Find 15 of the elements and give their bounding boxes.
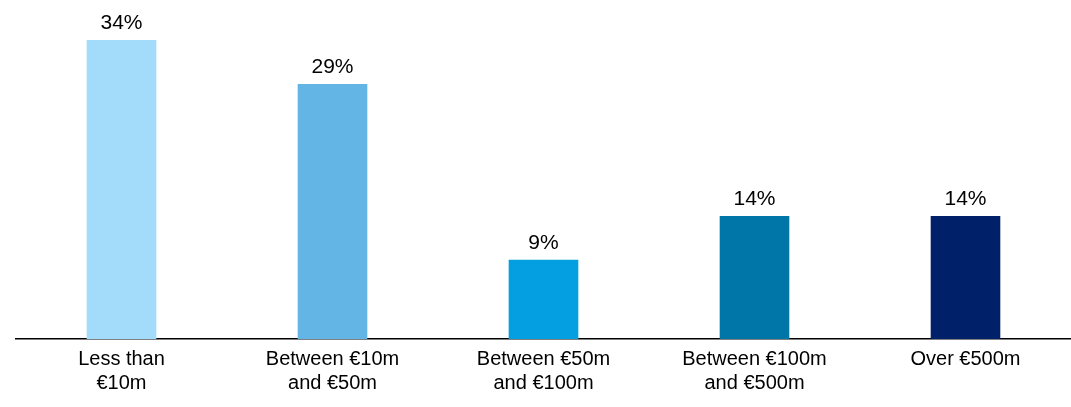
bar [297, 83, 368, 339]
data-label: 29% [311, 54, 354, 78]
bar [86, 40, 157, 339]
x-tick-label: Between €50m and €100m [476, 346, 611, 393]
data-label: 9% [528, 230, 559, 254]
data-label: 34% [100, 10, 143, 34]
x-tick-label: Between €10m and €50m [265, 346, 400, 393]
x-tick-label: Less than €10m [78, 346, 165, 393]
data-label: 14% [733, 186, 776, 210]
bar [508, 259, 579, 339]
x-tick-label: Between €100m and €500m [682, 346, 827, 393]
data-label: 14% [944, 186, 987, 210]
bar [719, 215, 790, 339]
x-tick-label: Over €500m [910, 346, 1021, 369]
bar [930, 215, 1001, 339]
